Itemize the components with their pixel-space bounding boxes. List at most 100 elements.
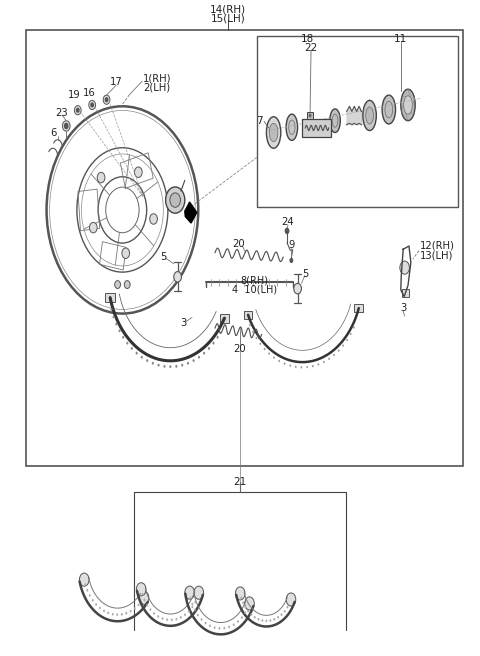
Circle shape <box>287 606 288 609</box>
Circle shape <box>346 339 348 341</box>
Circle shape <box>241 616 243 619</box>
Text: 2(LH): 2(LH) <box>143 83 170 93</box>
Text: 13(LH): 13(LH) <box>420 250 454 260</box>
Circle shape <box>262 619 264 622</box>
Circle shape <box>171 619 173 621</box>
Circle shape <box>97 173 105 183</box>
Text: 3: 3 <box>400 303 407 314</box>
Circle shape <box>126 342 128 344</box>
Circle shape <box>144 599 145 602</box>
Circle shape <box>285 228 289 234</box>
Circle shape <box>318 363 319 365</box>
Text: 7: 7 <box>256 116 263 127</box>
Circle shape <box>146 604 148 606</box>
Text: 14(RH): 14(RH) <box>210 5 246 15</box>
Bar <box>302 119 331 137</box>
Circle shape <box>157 615 159 618</box>
Text: 23: 23 <box>55 108 68 118</box>
Text: 6: 6 <box>50 127 57 138</box>
Circle shape <box>79 573 89 586</box>
Circle shape <box>150 214 157 224</box>
Circle shape <box>115 323 118 325</box>
Circle shape <box>194 586 204 600</box>
Circle shape <box>198 356 200 359</box>
Circle shape <box>175 618 177 621</box>
Text: 4  10(LH): 4 10(LH) <box>232 284 277 295</box>
Circle shape <box>312 365 314 367</box>
Bar <box>257 36 458 207</box>
Circle shape <box>201 618 203 621</box>
Text: 1(RH): 1(RH) <box>143 73 171 84</box>
Circle shape <box>115 281 120 289</box>
Circle shape <box>328 358 330 360</box>
Circle shape <box>138 604 140 606</box>
Circle shape <box>166 187 185 213</box>
Circle shape <box>89 222 97 233</box>
Circle shape <box>284 363 286 365</box>
Circle shape <box>306 366 308 368</box>
Circle shape <box>244 606 246 609</box>
Circle shape <box>170 193 180 207</box>
Circle shape <box>194 609 196 611</box>
Circle shape <box>235 587 245 600</box>
Ellipse shape <box>266 117 281 148</box>
Circle shape <box>169 365 171 368</box>
Circle shape <box>300 366 302 369</box>
Circle shape <box>286 593 296 606</box>
Circle shape <box>122 336 124 338</box>
Circle shape <box>252 331 254 333</box>
Circle shape <box>99 607 101 609</box>
Circle shape <box>62 121 70 131</box>
Circle shape <box>265 619 267 622</box>
Circle shape <box>122 248 130 258</box>
Text: 17: 17 <box>110 77 122 87</box>
Circle shape <box>181 363 183 367</box>
Circle shape <box>184 613 186 616</box>
Circle shape <box>141 356 143 359</box>
Circle shape <box>90 102 94 108</box>
Circle shape <box>76 108 80 113</box>
Ellipse shape <box>330 109 340 133</box>
Circle shape <box>74 106 81 115</box>
Circle shape <box>242 602 244 604</box>
Circle shape <box>278 359 280 362</box>
Circle shape <box>260 342 261 345</box>
Circle shape <box>131 347 133 350</box>
Circle shape <box>400 261 409 274</box>
Ellipse shape <box>404 96 412 114</box>
Circle shape <box>237 620 239 623</box>
Text: 3: 3 <box>180 318 187 328</box>
Circle shape <box>309 113 312 117</box>
Circle shape <box>152 362 154 365</box>
Circle shape <box>289 258 293 263</box>
Circle shape <box>134 167 142 178</box>
Circle shape <box>353 326 355 329</box>
Circle shape <box>95 603 97 605</box>
Circle shape <box>197 614 199 617</box>
Ellipse shape <box>269 123 278 142</box>
Circle shape <box>103 609 105 612</box>
Circle shape <box>216 336 218 338</box>
Circle shape <box>134 607 136 609</box>
Circle shape <box>124 281 130 289</box>
Circle shape <box>214 626 216 629</box>
Circle shape <box>105 97 108 102</box>
Circle shape <box>268 352 270 355</box>
Circle shape <box>338 350 340 352</box>
Circle shape <box>289 365 291 367</box>
Circle shape <box>86 589 88 592</box>
Circle shape <box>223 627 225 630</box>
Circle shape <box>187 362 189 365</box>
Circle shape <box>228 626 230 628</box>
Circle shape <box>64 123 69 129</box>
Ellipse shape <box>366 107 373 124</box>
Circle shape <box>103 95 110 104</box>
Bar <box>105 293 115 302</box>
Bar <box>402 289 409 297</box>
Circle shape <box>273 356 275 359</box>
Text: 8(RH): 8(RH) <box>240 276 268 286</box>
Circle shape <box>254 616 256 619</box>
Circle shape <box>110 308 112 311</box>
Circle shape <box>203 352 205 355</box>
Circle shape <box>136 583 146 596</box>
